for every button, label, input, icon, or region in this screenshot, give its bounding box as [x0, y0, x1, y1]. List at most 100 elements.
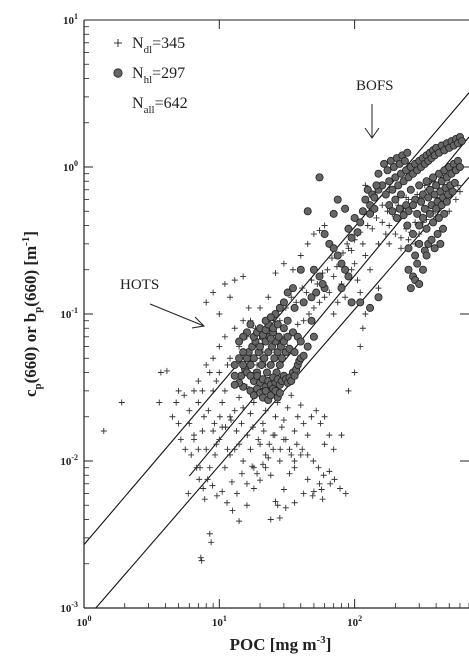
- circle-point: [356, 298, 365, 307]
- plus-point: [205, 407, 212, 414]
- circle-point: [239, 360, 248, 369]
- circle-point: [413, 259, 422, 268]
- plus-point: [203, 446, 210, 453]
- circle-point: [277, 354, 286, 363]
- plus-point: [221, 387, 228, 394]
- plus-point: [304, 476, 311, 483]
- plus-point: [382, 231, 389, 238]
- circle-point: [262, 368, 271, 377]
- plus-point: [200, 485, 207, 492]
- circle-point: [385, 201, 394, 210]
- y-axis-label: cp(660) or bp(660) [m-1]: [20, 231, 44, 397]
- legend-label: Ndl=345: [132, 35, 185, 56]
- plus-point: [313, 407, 320, 414]
- plus-point: [259, 461, 266, 468]
- plus-point: [188, 451, 195, 458]
- plus-point: [359, 325, 366, 332]
- legend-label-subscript: hl: [144, 74, 153, 86]
- circle-point: [415, 181, 424, 190]
- x-tick-label: 102: [347, 614, 362, 629]
- plus-point: [227, 294, 234, 301]
- plus-point: [310, 304, 317, 311]
- plus-point: [369, 225, 376, 232]
- legend-circle-marker: [113, 68, 123, 78]
- circle-point: [415, 239, 424, 248]
- plus-point: [405, 236, 412, 243]
- circle-point: [337, 284, 346, 293]
- circle-point: [430, 244, 439, 253]
- plus-point: [186, 420, 193, 427]
- circle-point: [264, 348, 273, 357]
- x-tick-label-exponent: 2: [358, 614, 362, 623]
- plus-point: [216, 369, 223, 376]
- plus-point: [100, 427, 107, 434]
- plus-point: [392, 231, 399, 238]
- y-tick-label-base: 10: [63, 162, 75, 174]
- circle-point: [235, 354, 244, 363]
- x-tick-label: 101: [212, 614, 227, 629]
- y-axis-label-part: -1: [20, 237, 32, 246]
- circle-point: [370, 193, 379, 202]
- plus-point: [204, 476, 211, 483]
- legend-label-value: =642: [155, 95, 188, 112]
- plus-point: [191, 436, 198, 443]
- plus-point: [195, 399, 202, 406]
- plus-point: [224, 361, 231, 368]
- circle-point: [440, 209, 449, 218]
- circle-point: [418, 265, 427, 274]
- plus-point: [337, 485, 344, 492]
- circle-point: [385, 177, 394, 186]
- circle-point: [266, 313, 275, 322]
- plus-point: [238, 420, 245, 427]
- plus-point: [310, 231, 317, 238]
- circle-point: [434, 213, 443, 222]
- plus-point: [231, 325, 238, 332]
- circle-point: [411, 251, 420, 260]
- plus-point: [367, 266, 374, 273]
- circle-point: [290, 303, 299, 312]
- plus-point: [265, 454, 272, 461]
- plus-point: [344, 240, 351, 247]
- data-points: [100, 132, 466, 564]
- plus-point: [227, 355, 234, 362]
- legend-label: Nhl=297: [132, 65, 185, 86]
- plus-point: [266, 441, 273, 448]
- x-tick-label-base: 10: [347, 617, 359, 629]
- plus-point: [231, 446, 238, 453]
- circle-point: [391, 195, 400, 204]
- plus-point: [297, 252, 304, 259]
- circle-point: [374, 169, 383, 178]
- plus-point: [276, 458, 283, 464]
- plus-point: [300, 317, 307, 324]
- plus-point: [227, 413, 234, 420]
- circle-point: [361, 195, 370, 204]
- circle-point: [406, 284, 415, 293]
- plus-point: [351, 369, 358, 376]
- circle-point: [427, 235, 436, 244]
- plus-point: [262, 451, 269, 458]
- circle-point: [404, 265, 413, 274]
- circle-point: [380, 159, 389, 168]
- plus-point: [280, 486, 287, 493]
- x-tick-label: 100: [77, 614, 92, 629]
- circle-point: [422, 177, 431, 186]
- plus-point: [206, 464, 213, 471]
- plus-point: [291, 427, 298, 434]
- plus-point: [288, 392, 295, 399]
- circle-point: [296, 265, 305, 274]
- circle-point: [457, 137, 466, 146]
- circle-point: [344, 224, 353, 233]
- plus-point: [255, 436, 262, 443]
- plus-point: [331, 476, 338, 483]
- plus-point: [201, 496, 208, 503]
- plus-point: [452, 196, 459, 203]
- circle-point: [290, 348, 299, 357]
- plus-point: [173, 399, 180, 406]
- annotation-bofs: BOFS: [356, 78, 394, 94]
- y-tick-label-base: 10: [60, 309, 72, 321]
- legend-label: Nall=642: [132, 95, 188, 116]
- circle-point: [403, 221, 412, 230]
- y-tick-label: 10-3: [60, 600, 78, 615]
- plus-point: [327, 480, 334, 487]
- plus-point: [316, 299, 323, 306]
